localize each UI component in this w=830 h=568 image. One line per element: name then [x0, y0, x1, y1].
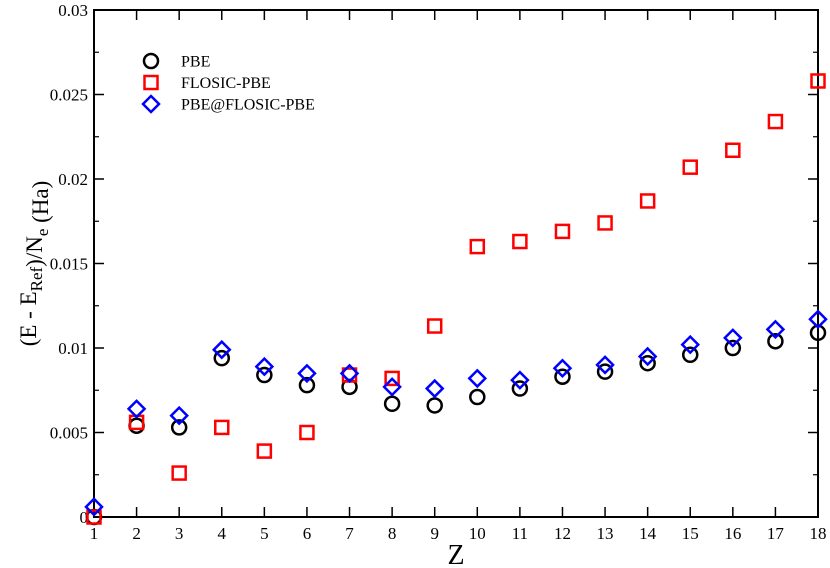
y-tick-label: 0.005	[50, 424, 88, 443]
y-tick-label: 0	[80, 508, 89, 527]
y-tick-label: 0.03	[58, 1, 88, 20]
legend-square-icon	[143, 74, 159, 91]
circle-point	[298, 376, 316, 394]
x-tick-label: 16	[724, 524, 741, 543]
circle-point	[511, 380, 529, 397]
diamond-point	[169, 405, 189, 426]
diamond-point	[126, 399, 147, 419]
x-tick-label: 5	[260, 524, 269, 543]
circle-point	[554, 368, 571, 385]
square-point	[810, 73, 826, 89]
diamond-point	[765, 319, 786, 340]
x-tick-label: 4	[218, 524, 227, 543]
y-axis-title-part: (E - E	[16, 291, 41, 346]
x-tick-label: 1	[90, 524, 99, 543]
x-tick-label: 11	[512, 524, 528, 543]
circle-point	[213, 349, 231, 367]
diamond-point	[211, 339, 232, 360]
diamond-point	[339, 363, 360, 384]
legend: PBE FLOSIC-PBE PBE@FLOSIC-PBE	[129, 43, 363, 125]
legend-circle-icon	[142, 52, 160, 70]
legend-label: PBE	[181, 54, 210, 71]
circle-point	[767, 332, 784, 350]
y-tick-label: 0.015	[50, 255, 88, 274]
square-point	[214, 419, 230, 436]
square-point	[256, 443, 273, 459]
diamond-point	[297, 363, 317, 384]
circle-point	[596, 363, 614, 380]
y-axis-title: (E - ERef)/Ne (Ha)	[16, 181, 53, 347]
square-point	[725, 142, 741, 159]
diamond-point	[637, 346, 658, 367]
x-tick-label: 6	[303, 524, 312, 543]
diamond-point	[382, 377, 402, 397]
diamond-point	[723, 328, 743, 348]
series-flosic-pbe	[86, 73, 826, 525]
square-point	[299, 424, 315, 441]
diamond-point	[595, 355, 615, 375]
y-axis-title-part: (Ha)	[28, 181, 53, 229]
diamond-point	[84, 497, 104, 517]
circle-point	[724, 339, 742, 357]
diamond-point	[467, 368, 488, 389]
square-point	[469, 238, 486, 255]
legend-box	[129, 43, 363, 125]
y-tick-label: 0.025	[50, 86, 88, 105]
circle-point	[681, 346, 699, 364]
diamond-point	[254, 356, 275, 377]
x-tick-label: 3	[175, 524, 184, 543]
x-tick-label: 2	[132, 524, 141, 543]
y-axis: 0 0.005 0.01 0.015 0.02 0.025 0.03	[50, 1, 818, 527]
diamond-point	[424, 378, 445, 399]
x-tick-label: 12	[554, 524, 571, 543]
circle-point	[639, 354, 656, 372]
diamond-point	[808, 309, 828, 330]
circle-point	[469, 388, 486, 406]
circle-point	[426, 397, 443, 414]
x-tick-label: 8	[388, 524, 397, 543]
square-point	[682, 159, 698, 175]
y-axis-title-part: )/N	[22, 236, 47, 267]
square-point	[426, 318, 443, 334]
square-point	[384, 370, 400, 387]
square-point	[639, 193, 656, 209]
x-axis-title: Z	[447, 540, 464, 568]
x-axis: 1 2 3 4 5 6 7 8 9 10 11 12 13 14 15 16 17 18	[90, 10, 827, 543]
x-tick-label: 9	[430, 524, 439, 543]
square-point	[597, 215, 613, 231]
diamond-point	[552, 358, 573, 379]
y-axis-title-subscript: Ref	[27, 266, 46, 291]
x-tick-label: 15	[682, 524, 699, 543]
x-tick-label: 13	[597, 524, 614, 543]
circle-point	[170, 419, 188, 436]
circle-point	[128, 417, 145, 434]
square-point	[554, 223, 571, 240]
x-tick-label: 18	[810, 524, 827, 543]
x-tick-label: 14	[639, 524, 657, 543]
y-axis-title-subscript: e	[33, 229, 52, 237]
x-tick-label: 17	[767, 524, 785, 543]
circle-point	[256, 366, 273, 384]
diamond-point	[510, 370, 530, 390]
square-point	[767, 113, 784, 130]
legend-diamond-icon	[141, 94, 161, 114]
square-point	[512, 233, 528, 250]
square-point	[86, 509, 102, 525]
series-pbe-flosic-pbe	[84, 309, 828, 517]
circle-point	[383, 395, 401, 413]
data-markers	[84, 73, 828, 526]
x-tick-label: 7	[345, 524, 354, 543]
square-point	[171, 465, 187, 481]
legend-label: FLOSIC-PBE	[181, 75, 271, 92]
diamond-point	[680, 334, 701, 355]
y-tick-label: 0.02	[58, 170, 88, 189]
x-tick-label: 10	[469, 524, 486, 543]
y-tick-label: 0.01	[58, 339, 88, 358]
series-pbe	[85, 324, 827, 526]
legend-label: PBE@FLOSIC-PBE	[181, 97, 315, 114]
